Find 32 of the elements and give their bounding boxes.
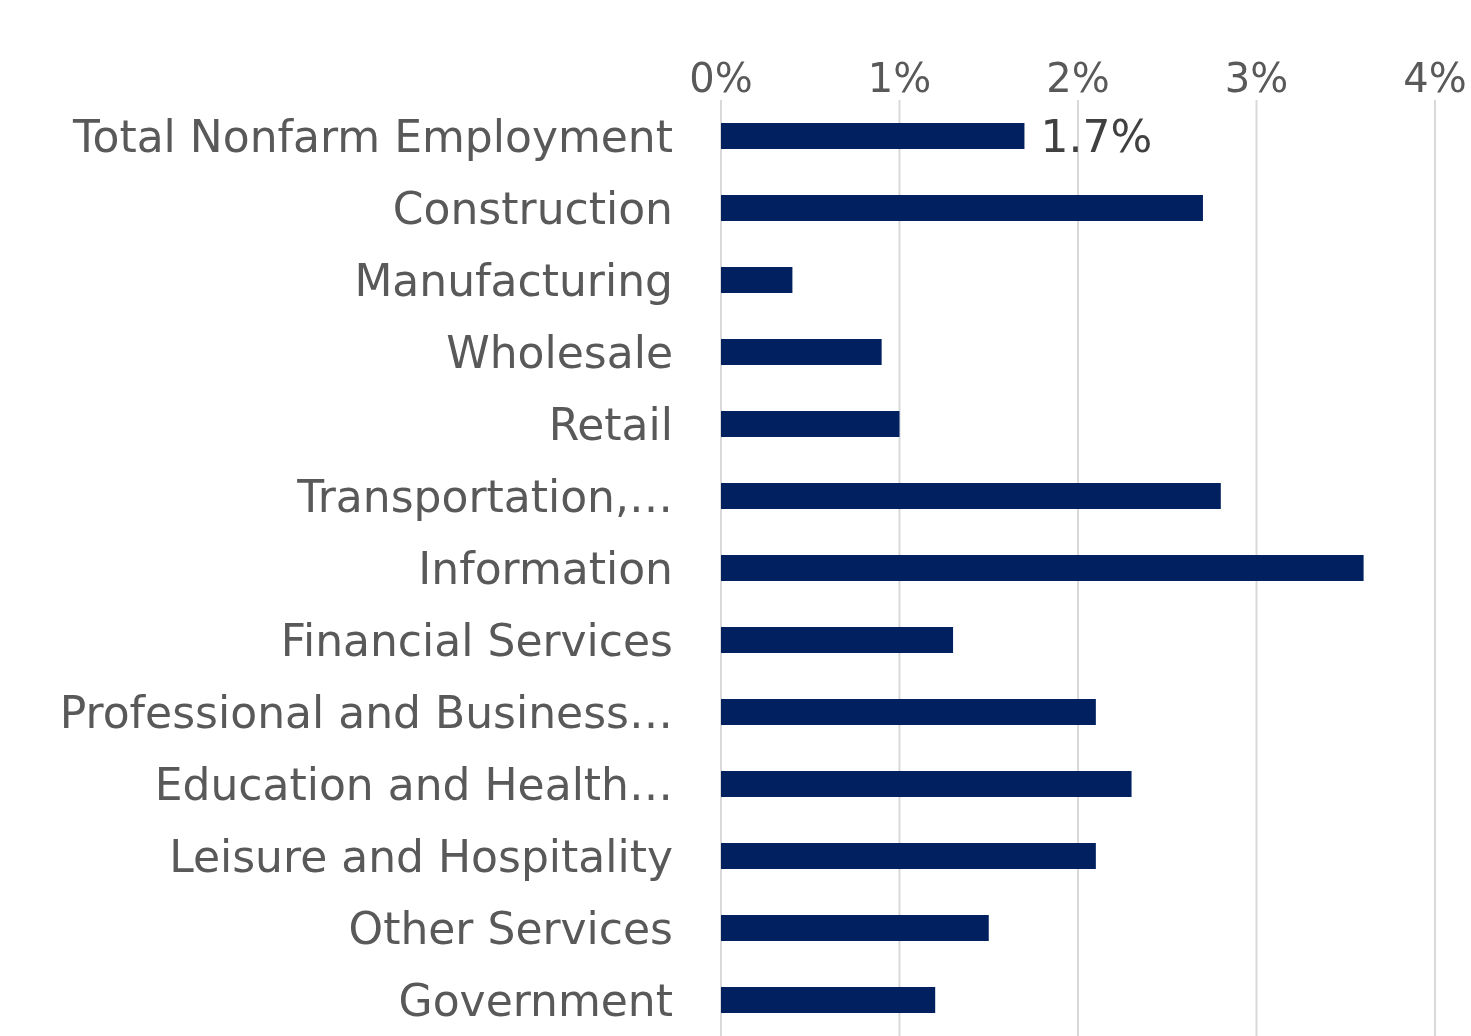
bar (721, 627, 954, 653)
x-tick-label: 2% (1046, 55, 1110, 101)
y-tick-label: Wholesale (446, 326, 673, 378)
y-tick-label: Financial Services (280, 614, 673, 666)
bar (721, 915, 989, 941)
bar (721, 843, 1096, 869)
bar (721, 267, 793, 293)
y-tick-label: Construction (392, 182, 673, 234)
bar (721, 771, 1132, 797)
bar (721, 339, 882, 365)
y-tick-label: Information (418, 542, 673, 594)
data-label: 1.7% (1040, 110, 1153, 162)
bar (721, 699, 1096, 725)
y-tick-label: Government (398, 974, 673, 1026)
bar (721, 555, 1364, 581)
x-tick-label: 3% (1224, 55, 1289, 101)
y-tick-label: Leisure and Hospitality (169, 830, 673, 882)
bar (721, 123, 1025, 149)
y-tick-label: Retail (548, 398, 673, 450)
y-tick-label: Manufacturing (354, 254, 673, 306)
y-tick-label: Professional and Business… (59, 686, 673, 738)
bar (721, 483, 1221, 509)
y-tick-label: Education and Health… (154, 758, 673, 810)
x-tick-label: 1% (867, 55, 932, 101)
y-tick-label: Transportation,… (296, 470, 673, 522)
bar (721, 195, 1203, 221)
y-tick-label: Total Nonfarm Employment (72, 110, 673, 162)
x-tick-label: 0% (689, 55, 753, 101)
y-tick-label: Other Services (348, 902, 673, 954)
bar (721, 411, 900, 437)
x-tick-label: 4% (1403, 55, 1467, 101)
bar (721, 987, 936, 1013)
